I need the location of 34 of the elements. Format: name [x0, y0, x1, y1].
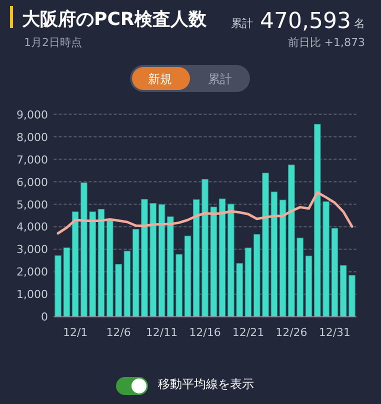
text: 前日比 +1,873 [288, 36, 365, 49]
y-tick-label: 6,000 [16, 176, 48, 189]
y-tick-label: 5,000 [16, 198, 48, 212]
text: 新規 [148, 72, 172, 86]
bar [98, 208, 105, 317]
text: 移動平均線を表示 [158, 377, 254, 391]
x-tick-label: 12/26 [276, 326, 308, 339]
text: 名 [354, 17, 365, 30]
x-tick-label: 12/16 [189, 326, 221, 339]
chart-title: 大阪府のPCR検査人数 [21, 9, 208, 30]
bar [124, 250, 131, 317]
y-tick-label: 2,000 [16, 266, 48, 279]
y-tick-label: 1,000 [16, 288, 48, 302]
text: 累計 [208, 72, 232, 86]
text: 470,593 [260, 9, 351, 34]
chart-subtitle: 1月2日時点 [24, 36, 82, 49]
y-tick-label: 3,000 [16, 243, 48, 256]
y-tick-label: 4,000 [16, 220, 48, 234]
bar [305, 256, 312, 317]
x-tick-label: 12/6 [106, 326, 131, 339]
y-tick-label: 7,000 [16, 153, 48, 166]
y-tick-label: 9,000 [16, 108, 48, 122]
bar [184, 236, 192, 317]
x-tick-label: 12/31 [318, 326, 351, 339]
bar [218, 198, 226, 317]
bar [158, 204, 166, 317]
x-tick-label: 12/21 [232, 326, 264, 339]
y-tick-label: 8,000 [16, 130, 48, 144]
x-tick-label: 12/1 [62, 326, 88, 339]
x-tick-label: 12/11 [146, 326, 178, 339]
text: 累計 [231, 17, 253, 30]
bar [279, 200, 286, 317]
y-tick-label: 0 [41, 310, 48, 324]
bar [244, 248, 252, 317]
